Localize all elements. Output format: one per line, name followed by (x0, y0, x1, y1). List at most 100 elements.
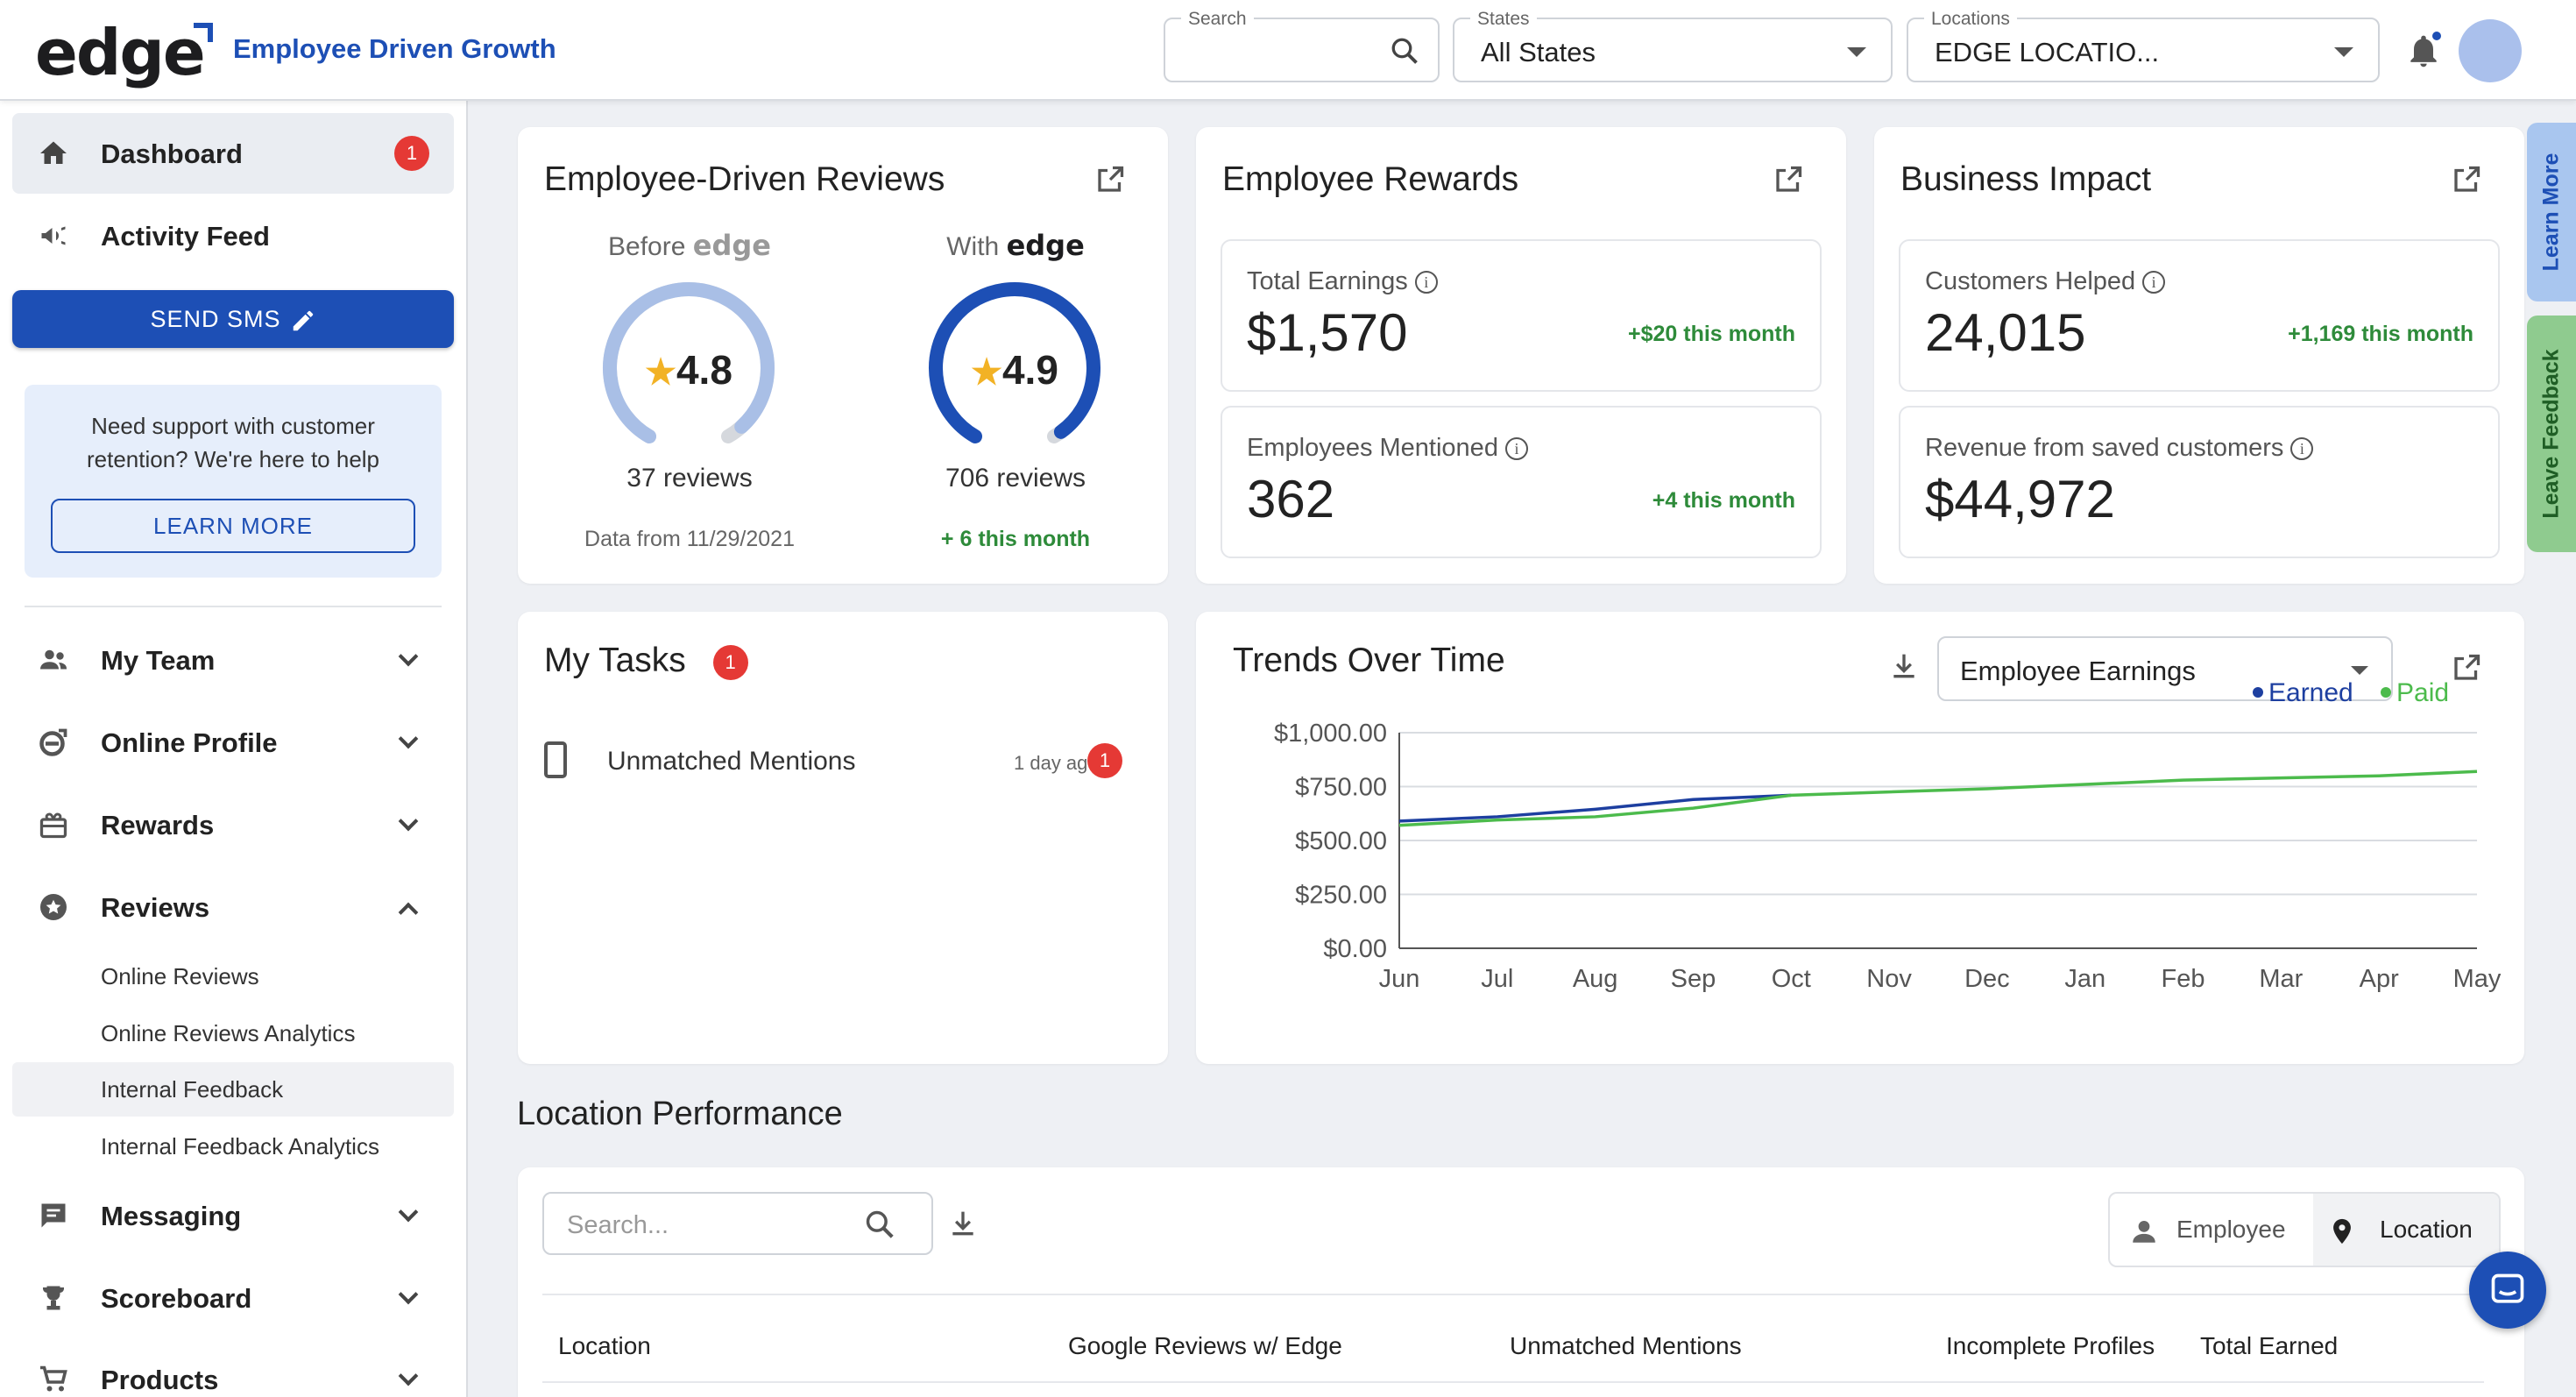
sidebar-subitem-online-reviews[interactable]: Online Reviews (12, 949, 454, 1003)
sidebar-subitem-internal-feedback[interactable]: Internal Feedback (12, 1062, 454, 1117)
card-title: My Tasks 1 (544, 642, 748, 680)
open-external-icon[interactable] (1094, 164, 1126, 195)
notifications-bell-icon[interactable] (2404, 30, 2443, 70)
location-pin-icon (2333, 1218, 2351, 1245)
y-tick-label: $500.00 (1295, 827, 1387, 855)
chevron-up-icon (398, 902, 419, 923)
chat-button[interactable] (2469, 1252, 2546, 1329)
table-divider (542, 1294, 2484, 1295)
people-icon (40, 649, 67, 670)
column-header-unmatched-mentions[interactable]: Unmatched Mentions (1510, 1332, 1742, 1359)
learn-more-button[interactable]: LEARN MORE (51, 499, 415, 553)
sidebar-item-label: Reviews (101, 892, 210, 923)
sidebar-item-my-team[interactable]: My Team (12, 620, 454, 700)
revenue-saved-stat: Revenue from saved customers i $44,972 (1899, 406, 2500, 558)
before-reviews-count: 37 reviews (626, 464, 753, 493)
chevron-down-icon (398, 1202, 419, 1223)
sidebar-item-label: My Team (101, 645, 216, 676)
x-tick-label: Nov (1866, 965, 1912, 993)
before-data-date: Data from 11/29/2021 (584, 527, 795, 551)
star-icon: ★ (971, 353, 1002, 392)
legend-marker (2381, 687, 2391, 698)
sidebar-item-scoreboard[interactable]: Scoreboard (12, 1258, 454, 1338)
download-icon[interactable] (945, 1206, 980, 1241)
x-tick-label: Jun (1379, 965, 1420, 993)
sidebar-item-label: Scoreboard (101, 1283, 252, 1314)
x-tick-label: Aug (1573, 965, 1618, 993)
card-title: Trends Over Time (1233, 642, 1505, 679)
sidebar-item-dashboard[interactable]: Dashboard 1 (12, 113, 454, 194)
y-tick-label: $750.00 (1295, 774, 1387, 802)
toggle-employee[interactable]: Employee (2110, 1194, 2313, 1266)
sidebar-subitem-internal-feedback-analytics[interactable]: Internal Feedback Analytics (12, 1119, 454, 1174)
edge-logo[interactable]: edge (35, 16, 213, 89)
trend-metric-value: Employee Earnings (1960, 656, 2196, 686)
info-icon[interactable]: i (2142, 271, 2166, 294)
sidebar-item-online-profile[interactable]: Online Profile (12, 702, 454, 783)
chevron-down-icon (2351, 666, 2368, 675)
sidebar-item-label: Products (101, 1365, 219, 1395)
search-icon[interactable] (1389, 35, 1420, 67)
send-sms-button[interactable]: SEND SMS (12, 290, 454, 348)
location-performance-table: Search... Employee Location Location Goo… (518, 1167, 2524, 1397)
sidebar-item-activity-feed[interactable]: Activity Feed (12, 195, 454, 276)
pencil-icon (293, 310, 313, 331)
gift-icon (39, 812, 67, 839)
chat-icon (2491, 1273, 2524, 1303)
x-tick-label: Feb (2162, 965, 2205, 993)
stat-delta: +1,169 this month (2288, 322, 2473, 346)
column-header-incomplete-profiles[interactable]: Incomplete Profiles (1946, 1332, 2155, 1359)
open-external-icon[interactable] (2451, 652, 2482, 684)
x-tick-label: Jul (1481, 965, 1513, 993)
legend-label: Earned (2268, 678, 2353, 707)
megaphone-icon (41, 226, 66, 245)
sidebar-item-label: Rewards (101, 810, 215, 840)
open-external-icon[interactable] (2451, 164, 2482, 195)
card-title: Employee-Driven Reviews (544, 160, 945, 198)
table-search-placeholder: Search... (567, 1211, 669, 1239)
column-header-google-reviews[interactable]: Google Reviews w/ Edge (1068, 1332, 1342, 1359)
task-timestamp: 1 day ago (1014, 752, 1099, 774)
sidebar-subitem-online-reviews-analytics[interactable]: Online Reviews Analytics (12, 1006, 454, 1060)
employee-rewards-card: Employee Rewards Total Earnings i $1,570 … (1196, 127, 1846, 584)
sidebar-item-messaging[interactable]: Messaging (12, 1175, 454, 1256)
x-tick-label: Dec (1964, 965, 2010, 993)
search-icon[interactable] (863, 1208, 896, 1241)
top-bar: edge Employee Driven Growth Search State… (0, 0, 2576, 101)
send-sms-label: SEND SMS (150, 306, 281, 332)
leave-feedback-tab[interactable]: Leave Feedback (2527, 316, 2576, 552)
column-header-location[interactable]: Location (558, 1332, 651, 1359)
table-search-input[interactable]: Search... (542, 1192, 933, 1255)
sidebar: Dashboard 1 Activity Feed SEND SMS Need … (0, 101, 468, 1397)
states-label: States (1470, 9, 1537, 30)
trend-metric-select[interactable]: Employee Earnings (1937, 636, 2393, 701)
download-icon[interactable] (1886, 649, 1921, 684)
toggle-location[interactable]: Location (2313, 1194, 2499, 1266)
info-icon[interactable]: i (1504, 437, 1528, 461)
sidebar-item-reviews[interactable]: Reviews (12, 867, 454, 947)
learn-more-tab[interactable]: Learn More (2527, 123, 2576, 301)
sidebar-subitem-label: Online Reviews (101, 963, 259, 989)
after-reviews-count: 706 reviews (945, 464, 1086, 493)
search-input[interactable]: Search (1164, 9, 1440, 82)
info-icon[interactable]: i (1414, 271, 1438, 294)
chevron-down-icon (398, 1365, 419, 1386)
location-performance-title: Location Performance (517, 1096, 843, 1132)
after-monthly-delta: + 6 this month (940, 527, 1091, 551)
open-external-icon[interactable] (1773, 164, 1804, 195)
info-icon[interactable]: i (2290, 437, 2314, 461)
sidebar-item-products[interactable]: Products (12, 1339, 454, 1397)
column-header-total-earned[interactable]: Total Earned (2200, 1332, 2339, 1359)
locations-label: Locations (1924, 9, 2017, 30)
sidebar-item-rewards[interactable]: Rewards (12, 784, 454, 865)
chevron-down-icon (2334, 47, 2353, 57)
after-score: 4.9 (1001, 347, 1058, 393)
states-select[interactable]: States All States (1453, 9, 1893, 82)
avatar[interactable] (2459, 19, 2522, 82)
locations-select[interactable]: Locations EDGE LOCATIO... (1907, 9, 2380, 82)
star-icon: ★ (645, 353, 676, 392)
task-label: Unmatched Mentions (607, 747, 856, 776)
after-rating-gauge: ★4.9 (924, 278, 1105, 458)
after-gauge-ring (929, 282, 1100, 443)
task-item-unmatched-mentions[interactable]: Unmatched Mentions 1 day ago 1 (544, 741, 1140, 785)
